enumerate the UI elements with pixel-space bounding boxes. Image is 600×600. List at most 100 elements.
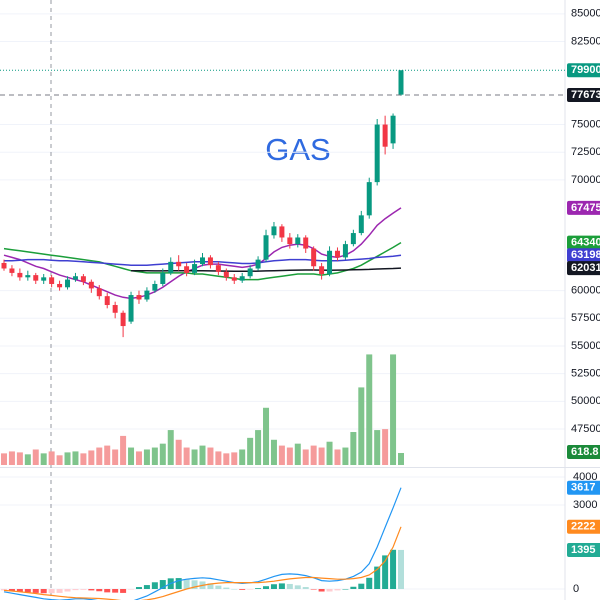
candle-body [104, 296, 110, 306]
price-badge-label: 618.8 [571, 446, 599, 458]
y-tick-label: 0 [573, 583, 579, 595]
candle-body [350, 233, 356, 245]
macd-histogram-bar [128, 588, 135, 590]
macd-histogram-bar [215, 585, 222, 589]
y-tick-label: 57500 [571, 312, 600, 324]
price-badge-label: 63198 [571, 249, 600, 261]
macd-histogram-bar [286, 583, 293, 589]
volume-bar [8, 451, 15, 465]
volume-bar [151, 447, 158, 465]
volume-bar [366, 354, 373, 465]
candle-body [80, 276, 86, 282]
volume-bar [96, 447, 103, 465]
macd-histogram-bar [374, 566, 381, 589]
y-tick-label: 85000 [571, 8, 600, 20]
volume-bar [183, 447, 190, 465]
macd-histogram-bar [175, 578, 182, 589]
macd-histogram-bar [135, 587, 142, 589]
candle-body [33, 275, 39, 281]
candle-body [176, 261, 182, 267]
candle-body [239, 276, 245, 281]
macd-histogram-bar [72, 588, 79, 591]
volume-bar [48, 451, 55, 465]
macd-histogram-bar [382, 555, 389, 589]
volume-bar [326, 441, 333, 465]
price-badge-label: 77673 [571, 89, 600, 101]
volume-bar [255, 430, 262, 465]
macd-histogram-bar [159, 580, 166, 589]
volume-bar [175, 439, 182, 465]
macd-histogram-bar [96, 588, 103, 592]
candle-body [382, 124, 388, 147]
volume-bar [278, 445, 285, 465]
price-badge-label: 79900 [571, 64, 600, 76]
macd-histogram-bar [231, 588, 238, 590]
price-badge-label: 2222 [571, 521, 595, 533]
volume-bar [24, 454, 31, 465]
volume-bar [270, 439, 277, 465]
macd-histogram-bar [207, 583, 214, 589]
price-badge [567, 200, 600, 215]
candle-body [184, 266, 190, 273]
macd-histogram-bar [8, 588, 15, 592]
macd-histogram-bar [255, 588, 262, 589]
volume-bar [128, 447, 135, 465]
price-badge [567, 480, 600, 495]
volume-bar [390, 354, 397, 465]
candle-body [223, 271, 229, 278]
candle-body [295, 237, 301, 245]
candle-body [112, 305, 118, 313]
volume-bar [64, 452, 71, 465]
volume-bar [135, 451, 142, 465]
candle-body [207, 257, 213, 266]
y-tick-label: 72500 [571, 146, 600, 158]
candle-body [374, 124, 380, 183]
candle-body [247, 268, 253, 277]
candle-body [279, 226, 285, 238]
candle-body [319, 266, 325, 275]
volume-bar [318, 447, 325, 465]
candle-body [215, 265, 221, 272]
macd-histogram-bar [278, 583, 285, 589]
macd-histogram-bar [48, 588, 55, 594]
macd-histogram-bar [56, 588, 63, 593]
macd-histogram-bar [310, 588, 317, 590]
volume-bar [223, 453, 230, 465]
y-tick-label: 55000 [571, 340, 600, 352]
candle-body [334, 250, 340, 258]
candle-body [49, 277, 55, 284]
macd-histogram-bar [112, 588, 119, 593]
volume-bar [398, 452, 404, 465]
macd-histogram-bar [270, 584, 277, 589]
price-badge-label: 1395 [571, 544, 595, 556]
candle-body [263, 235, 269, 260]
moving-average-line [131, 267, 402, 273]
volume-bar [32, 449, 39, 465]
macd-histogram-bar [24, 588, 31, 593]
macd-histogram-bar [239, 588, 246, 590]
candle-body [128, 295, 134, 322]
macd-histogram-bar [143, 585, 150, 589]
macd-histogram-bar [104, 588, 111, 593]
candle-body [255, 259, 261, 269]
price-badge [567, 519, 600, 534]
macd-histogram-bar [334, 588, 341, 591]
volume-bar [199, 445, 206, 465]
macd-histogram-bar [398, 549, 404, 589]
candle-body [17, 272, 23, 278]
candle-body [303, 237, 309, 249]
candle-body [168, 261, 174, 273]
candle-body [9, 268, 15, 273]
candle-body [271, 226, 277, 236]
price-badge-label: 3617 [571, 482, 595, 494]
macd-histogram-bar [64, 588, 71, 592]
volume-bar [16, 452, 23, 465]
volume-bar [80, 453, 87, 465]
volume-bar [1, 453, 7, 465]
volume-bar [120, 435, 127, 465]
macd-histogram-bar [342, 588, 349, 590]
price-badge [567, 261, 600, 276]
volume-bar [382, 429, 389, 465]
candle-body [311, 248, 317, 267]
volume-bar [231, 452, 238, 465]
